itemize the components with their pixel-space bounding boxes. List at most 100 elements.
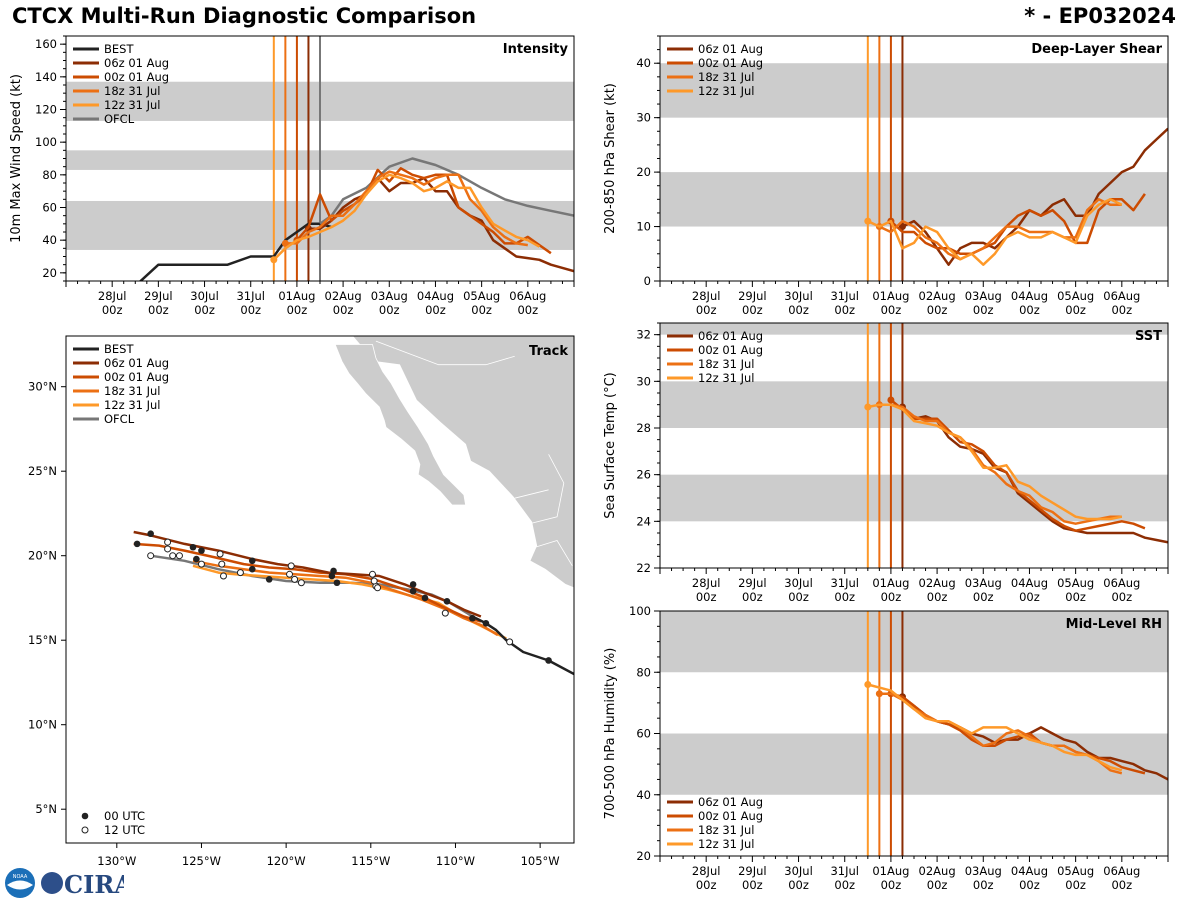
shear-x-tick-label: 06Aug [1103, 289, 1140, 303]
intensity-x-tick-hour: 00z [425, 303, 446, 317]
sst-x-tick-label: 06Aug [1103, 576, 1140, 590]
rh-y-tick-label: 100 [629, 604, 651, 618]
shear-plot-area [660, 36, 1168, 281]
state-border [534, 540, 573, 567]
rh-x-tick-hour: 00z [1065, 878, 1086, 892]
track-y-tick-label: 5°N [35, 802, 57, 816]
track-y-tick-label: 20°N [28, 549, 57, 563]
intensity-x-tick-label: 01Aug [278, 289, 315, 303]
land-baja-california [334, 344, 467, 506]
rh-legend-label: 00z 01 Aug [698, 809, 763, 823]
sst-band [660, 474, 1168, 522]
intensity-legend-label: OFCL [104, 112, 135, 126]
track-series-12z-31-jul [192, 564, 507, 640]
track-12utc-point [297, 579, 305, 587]
track-12utc-point [370, 577, 378, 585]
track-x-tick-label: 130°W [97, 854, 136, 868]
rh-y-axis-label: 700-500 hPa Humidity (%) [603, 648, 618, 820]
track-y-tick-label: 25°N [28, 464, 57, 478]
rh-y-tick-label: 40 [636, 788, 651, 802]
track-legend-label: 12z 31 Jul [104, 398, 161, 412]
intensity-x-tick-label: 04Aug [417, 289, 454, 303]
track-00utc-point [409, 581, 417, 588]
shear-y-tick-label: 40 [636, 56, 651, 70]
intensity-plot-area [66, 36, 574, 281]
shear-y-tick-label: 0 [644, 274, 651, 288]
intensity-y-tick-label: 60 [42, 201, 57, 215]
sst-y-tick-label: 22 [636, 561, 651, 575]
sst-init-point-00z-01-aug [887, 396, 895, 404]
rh-x-tick-label: 30Jul [784, 864, 813, 878]
intensity-x-tick-hour: 00z [379, 303, 400, 317]
sst-x-tick-hour: 00z [834, 590, 855, 604]
track-12utc-point [147, 552, 155, 560]
rh-init-point-12z-31-jul [864, 681, 872, 688]
track-12utc-point [506, 638, 514, 646]
sst-x-tick-label: 30Jul [784, 576, 813, 590]
sst-x-tick-hour: 00z [927, 590, 948, 604]
track-12utc-point [164, 545, 172, 553]
intensity-legend-label: 12z 31 Jul [104, 98, 161, 112]
sst-x-tick-label: 29Jul [738, 576, 767, 590]
shear-x-tick-hour: 00z [1019, 303, 1040, 317]
rh-legend-label: 06z 01 Aug [698, 795, 763, 809]
sst-legend-label: 18z 31 Jul [698, 357, 755, 371]
intensity-y-tick-label: 80 [42, 168, 57, 182]
sst-x-tick-hour: 00z [1111, 590, 1132, 604]
intensity-x-tick-label: 31Jul [236, 289, 265, 303]
sst-legend-label: 12z 31 Jul [698, 371, 755, 385]
rh-x-tick-label: 02Aug [919, 864, 956, 878]
track-12utc-point [169, 552, 177, 560]
intensity-panel: 28Jul00z29Jul00z30Jul00z31Jul00z01Aug00z… [9, 35, 575, 317]
sst-x-tick-label: 03Aug [965, 576, 1002, 590]
track-00utc-point [147, 530, 154, 538]
noaa-wave-icon [7, 880, 33, 890]
intensity-legend-label: 06z 01 Aug [104, 56, 169, 70]
shear-series-12z-31-jul [867, 198, 1123, 266]
intensity-y-tick-label: 20 [42, 266, 57, 280]
shear-band [660, 172, 1168, 227]
shear-x-tick-hour: 00z [1111, 303, 1132, 317]
shear-x-tick-hour: 00z [834, 303, 855, 317]
intensity-legend-label: BEST [104, 42, 134, 56]
storm-id: * - EP032024 [1024, 4, 1176, 28]
intensity-series-18z-31-jul [285, 170, 528, 247]
track-12utc-point [374, 584, 382, 592]
shear-y-axis-label: 200-850 hPa Shear (kt) [603, 83, 618, 234]
shear-x-tick-hour: 00z [927, 303, 948, 317]
track-series-best [471, 615, 574, 676]
shear-x-tick-hour: 00z [881, 303, 902, 317]
rh-x-tick-hour: 00z [834, 878, 855, 892]
rh-legend-label: 12z 31 Jul [698, 837, 755, 851]
shear-band [660, 63, 1168, 118]
shear-x-tick-label: 28Jul [692, 289, 721, 303]
track-title: Track [529, 344, 568, 359]
intensity-legend-label: 18z 31 Jul [104, 84, 161, 98]
shear-x-tick-label: 03Aug [965, 289, 1002, 303]
sst-x-tick-hour: 00z [788, 590, 809, 604]
intensity-x-tick-label: 29Jul [144, 289, 173, 303]
rh-x-tick-hour: 00z [927, 878, 948, 892]
track-00utc-point [545, 657, 552, 664]
rh-x-tick-label: 28Jul [692, 864, 721, 878]
rh-x-tick-hour: 00z [1111, 878, 1132, 892]
sst-series-18z-31-jul [879, 403, 1122, 525]
intensity-series-ofcl [319, 157, 574, 225]
track-legend-label: OFCL [104, 412, 135, 426]
track-12utc-point [441, 609, 449, 617]
shear-panel: 28Jul00z29Jul00z30Jul00z31Jul00z01Aug00z… [603, 35, 1169, 317]
track-marker-legend-12utc [81, 826, 89, 834]
land-mexico [352, 336, 574, 589]
sst-x-tick-hour: 00z [1019, 590, 1040, 604]
sst-x-tick-label: 28Jul [692, 576, 721, 590]
sst-x-tick-hour: 00z [973, 590, 994, 604]
rh-init-point-18z-31-jul [875, 690, 883, 698]
track-marker-legend-00utc [81, 812, 89, 820]
rh-x-tick-label: 03Aug [965, 864, 1002, 878]
shear-x-tick-label: 30Jul [784, 289, 813, 303]
intensity-series-06z-01-aug [308, 176, 574, 273]
intensity-x-tick-hour: 00z [333, 303, 354, 317]
shear-x-tick-label: 04Aug [1011, 289, 1048, 303]
sst-x-tick-label: 31Jul [830, 576, 859, 590]
rh-panel: 28Jul00z29Jul00z30Jul00z31Jul00z01Aug00z… [603, 604, 1169, 892]
